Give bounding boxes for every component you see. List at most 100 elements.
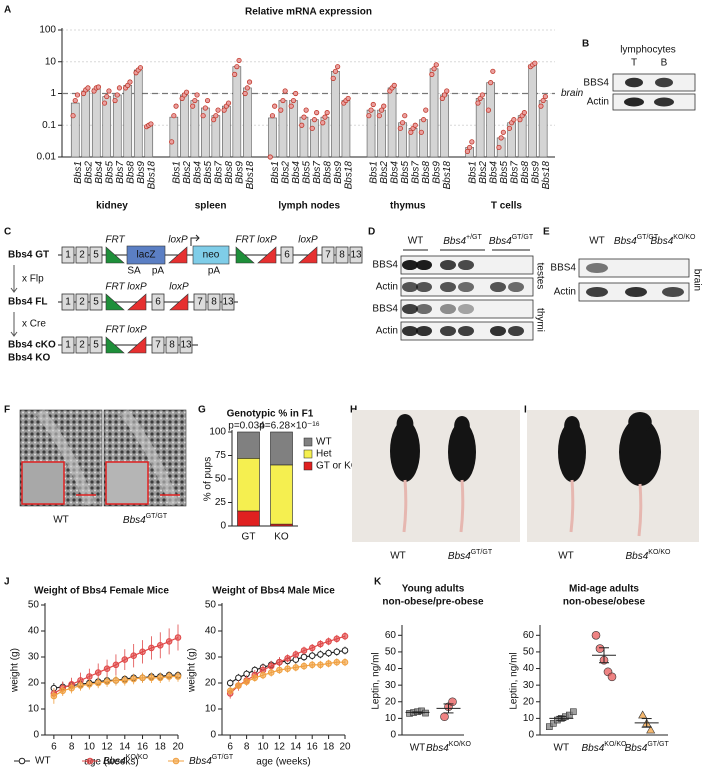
legend-marker: [172, 757, 180, 765]
data-point: [282, 88, 288, 94]
x-tick-label: Bbs18: [442, 161, 453, 190]
data-point: [121, 677, 129, 684]
group-label: T cells: [491, 201, 523, 212]
data-point: [397, 125, 403, 131]
loxp-site: [257, 246, 277, 264]
bar: [169, 116, 179, 158]
mouse-body: [619, 418, 661, 486]
y-tick-label: 20: [28, 678, 40, 689]
data-point: [324, 110, 330, 116]
band: [586, 262, 608, 274]
exon: [193, 293, 207, 311]
exon-label: 13: [222, 297, 234, 308]
x-tick-label: Bbs1: [369, 161, 380, 184]
exon: [280, 246, 294, 264]
bar: [341, 100, 351, 158]
x-tick-label: Bbs7: [312, 161, 323, 184]
x-tick-label: Bbs4KO/KO: [426, 741, 472, 753]
blot-title: lymphocytes: [620, 45, 676, 56]
x-tick-label: Bbs1: [467, 161, 478, 184]
exon-label: 6: [284, 250, 290, 261]
element-label: loxP: [298, 235, 318, 246]
text-part: Bbs4: [123, 515, 146, 526]
x-tick-label: 16: [307, 742, 319, 753]
data-point: [183, 89, 190, 95]
exon: [75, 293, 89, 311]
exon-label: 2: [79, 250, 85, 261]
x-tick-label: WT: [554, 743, 570, 754]
data-point: [542, 93, 548, 100]
x-tick-label: Bbs9: [234, 161, 245, 184]
text-part: KO/KO: [126, 754, 149, 761]
exon-label: 7: [155, 340, 161, 351]
bar: [310, 119, 319, 158]
tissue-label: thymi: [534, 308, 545, 332]
chart-title: Young adults: [402, 584, 465, 595]
bar: [440, 94, 449, 158]
band: [662, 286, 684, 298]
exon-label: 1: [65, 250, 71, 261]
bar: [112, 94, 122, 158]
band: [416, 281, 432, 293]
y-axis-label: weight (g): [187, 648, 198, 693]
data-point: [441, 92, 448, 98]
row-label: BBS4: [550, 263, 576, 274]
step-label: x Flp: [22, 274, 44, 285]
mouse-tail: [402, 479, 408, 533]
exon-label: 2: [79, 340, 85, 351]
band: [458, 303, 474, 315]
data-point: [259, 671, 267, 679]
x-tick-label: Bbs4: [390, 161, 401, 184]
data-point: [112, 661, 120, 669]
y-tick-label: 40: [28, 626, 40, 637]
data-point: [103, 678, 111, 686]
data-point: [292, 664, 300, 671]
data-point: [169, 139, 175, 145]
element-label: lacZ: [137, 250, 156, 261]
panel-letter: K: [374, 577, 382, 588]
data-point: [317, 661, 324, 669]
data-point: [444, 88, 450, 94]
bar: [486, 82, 495, 158]
bar: [102, 96, 112, 158]
exon-label: 5: [93, 250, 99, 261]
data-point: [103, 665, 111, 673]
y-axis-label: Leptin, ng/ml: [509, 652, 520, 709]
y-tick-label: 50: [205, 600, 217, 611]
text-part: GT/GT: [647, 741, 669, 748]
data-point: [479, 92, 485, 98]
panel-letter: G: [198, 405, 206, 416]
exon: [321, 246, 335, 264]
panel-letter: D: [368, 227, 375, 238]
data-point: [156, 642, 164, 649]
loxp-site: [127, 293, 147, 311]
data-point: [94, 679, 102, 687]
panel-letter: E: [543, 227, 550, 238]
x-tick-label: Bbs4: [192, 161, 203, 184]
exon: [61, 336, 75, 354]
exon-label: 8: [211, 297, 217, 308]
y-tick-label: 0: [210, 730, 216, 741]
data-point: [139, 674, 146, 682]
mouse-body: [390, 420, 420, 482]
band: [508, 325, 524, 337]
y-tick-label: 0.01: [37, 152, 57, 163]
data-point: [278, 107, 284, 113]
mouse-body: [448, 422, 476, 482]
data-point: [506, 125, 513, 131]
lacz-box: [126, 245, 166, 265]
data-point: [490, 68, 496, 74]
data-point: [80, 90, 87, 97]
arrow-head: [10, 331, 18, 337]
x-tick-label: WT: [410, 743, 426, 754]
mouse-head: [628, 412, 652, 432]
data-point: [550, 720, 557, 727]
band: [625, 286, 647, 298]
band: [586, 286, 608, 298]
neo-box: [192, 245, 230, 265]
data-point: [464, 148, 471, 155]
data-point: [190, 103, 196, 109]
y-tick-label: 1: [50, 88, 56, 99]
data-point: [280, 97, 286, 104]
